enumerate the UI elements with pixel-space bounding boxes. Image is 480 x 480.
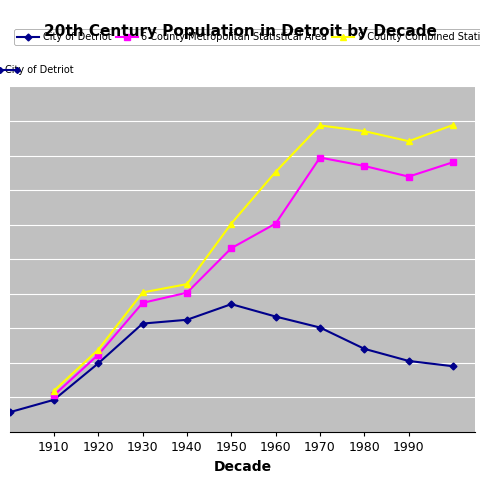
Legend: City of Detriot, 6 County Metropolitan Statistical Area, 9 County Combined Stati: City of Detriot, 6 County Metropolitan S… xyxy=(14,29,480,45)
Text: City of Detriot: City of Detriot xyxy=(5,65,73,74)
X-axis label: Decade: Decade xyxy=(213,459,272,474)
Text: 20th Century Population in Detroit by Decade: 20th Century Population in Detroit by De… xyxy=(44,24,436,39)
